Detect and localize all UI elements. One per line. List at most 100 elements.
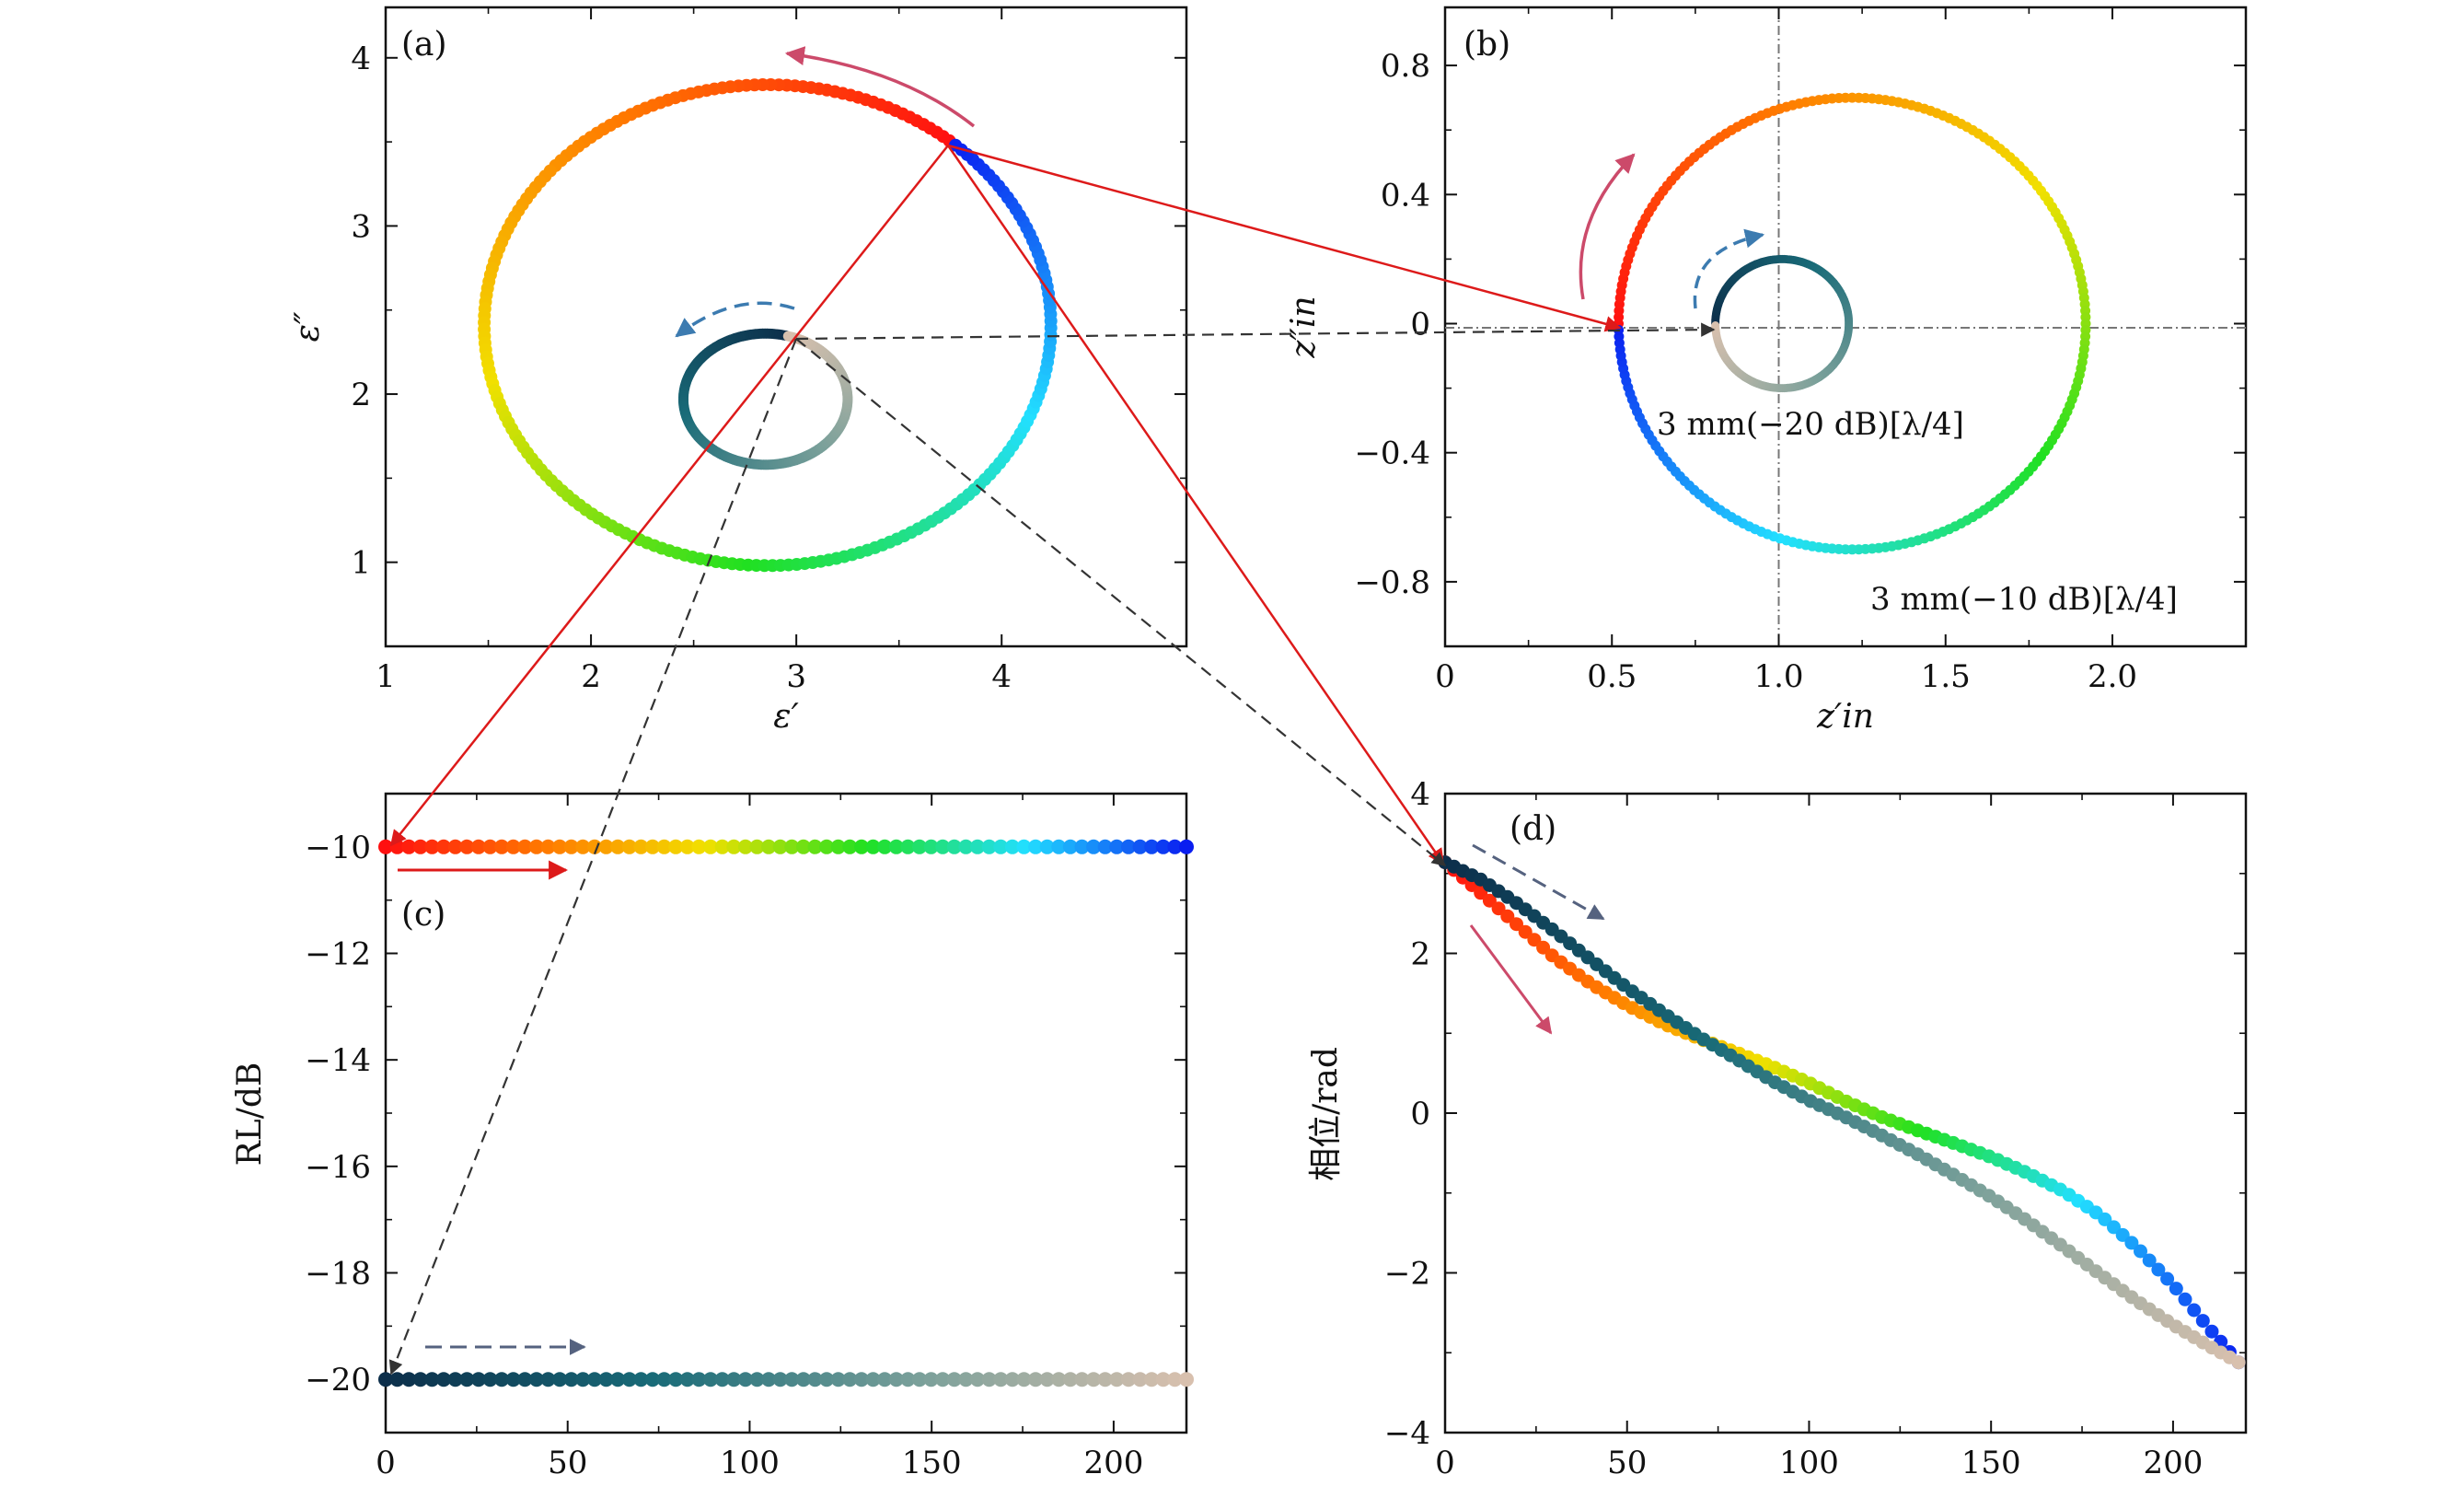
data-point [1167, 1372, 1183, 1387]
x-tick-label: 150 [902, 1445, 962, 1481]
panel-b-xlabel: z′in [1816, 698, 1874, 736]
data-point [598, 1372, 614, 1387]
x-tick-label: 0 [1435, 1445, 1455, 1481]
guide-dash-a-to-c [388, 338, 798, 1376]
data-point [2124, 1236, 2139, 1250]
data-point [1016, 1372, 1032, 1387]
guide-dash-a-to-b [795, 322, 1716, 341]
data-point [714, 1372, 730, 1387]
panel-d-ticks: 0 50 100 150 200 4 2 0 −2 −4 [1384, 776, 2246, 1481]
data-point [923, 839, 939, 854]
data-point [563, 1372, 579, 1387]
data-point [1062, 1372, 1078, 1387]
data-point [2107, 1220, 2121, 1235]
data-point [784, 1372, 800, 1387]
data-point [610, 1372, 626, 1387]
y-tick-label: 2 [351, 377, 371, 413]
panel-b-annotation-inner: 3 mm(−20 dB)[λ/4] [1657, 406, 1964, 443]
x-tick-label: 2 [581, 658, 601, 695]
data-point [970, 1372, 985, 1387]
data-point [389, 1372, 405, 1387]
y-tick-label: −4 [1384, 1415, 1430, 1452]
panel-a-outer-ellipse [478, 78, 1058, 573]
data-point [1004, 1372, 1020, 1387]
data-point [482, 839, 498, 854]
data-point [2204, 1324, 2219, 1339]
data-point [946, 839, 962, 854]
data-point [819, 839, 835, 854]
data-point [494, 1372, 510, 1387]
data-point [946, 1372, 962, 1387]
data-point [842, 1372, 858, 1387]
data-point [656, 1372, 672, 1387]
data-point [1016, 839, 1032, 854]
guide-red-a-to-b [947, 144, 1622, 332]
data-point [935, 1372, 951, 1387]
panel-a-blue-direction-arrow [675, 301, 795, 338]
panel-d-slate-direction-arrow [1472, 843, 1605, 921]
y-tick-label: 0 [1410, 306, 1430, 342]
panel-d-ylabel: 相位/rad [1307, 1047, 1345, 1181]
y-tick-label: 0 [1410, 1096, 1430, 1132]
data-point [1051, 839, 1067, 854]
data-point [1086, 839, 1102, 854]
panel-b-label: (b) [1463, 26, 1510, 64]
data-point [854, 839, 869, 854]
y-tick-label: 0.4 [1381, 177, 1430, 214]
x-tick-label: 1 [376, 658, 396, 695]
data-point [854, 1372, 869, 1387]
data-point [726, 1372, 742, 1387]
data-point [679, 839, 695, 854]
x-tick-label: 150 [1961, 1445, 2021, 1481]
data-point [517, 839, 533, 854]
y-tick-label: −2 [1384, 1256, 1430, 1293]
data-point [2098, 1212, 2112, 1226]
data-point [540, 839, 556, 854]
data-point [459, 839, 475, 854]
panel-c-rl-10-series [378, 839, 1194, 854]
data-point [691, 1372, 707, 1387]
data-point [575, 1372, 591, 1387]
data-point [1500, 909, 1515, 923]
data-point [412, 839, 428, 854]
data-point [2178, 1292, 2192, 1306]
data-point [424, 839, 440, 854]
data-point [563, 839, 579, 854]
data-point [970, 839, 985, 854]
data-point [772, 1372, 788, 1387]
x-tick-label: 100 [1779, 1445, 1839, 1481]
y-tick-label: 4 [1410, 776, 1430, 813]
data-point [621, 839, 637, 854]
data-point [888, 1372, 904, 1387]
x-tick-label: 50 [1607, 1445, 1647, 1481]
data-point [865, 839, 881, 854]
data-point [795, 839, 811, 854]
data-point [761, 839, 777, 854]
data-point [842, 839, 858, 854]
panel-c-ticks: 0 50 100 150 200 −10 −12 −14 −16 −18 −20 [305, 794, 1186, 1481]
data-point [1527, 933, 1542, 947]
x-tick-label: 2.0 [2088, 658, 2137, 695]
data-point [714, 839, 730, 854]
data-point [633, 839, 649, 854]
panel-a-red-direction-arrow [784, 46, 976, 128]
data-point [2160, 1271, 2175, 1286]
data-point [737, 1372, 753, 1387]
data-point [621, 1372, 637, 1387]
data-point [784, 839, 800, 854]
panel-a: 1 2 3 4 1 2 3 4 (a) ε′ ε″ [289, 6, 1188, 736]
x-tick-label: 1.5 [1921, 658, 1971, 695]
data-point [1179, 839, 1194, 854]
data-point [1482, 893, 1497, 908]
data-point [935, 839, 951, 854]
data-point [865, 1372, 881, 1387]
data-point [610, 839, 626, 854]
y-tick-label: −10 [305, 830, 371, 866]
data-point [1039, 1372, 1055, 1387]
data-point [494, 839, 510, 854]
x-tick-label: 0 [1435, 658, 1455, 695]
data-point [830, 839, 846, 854]
y-tick-label: 2 [1410, 936, 1430, 973]
data-point [900, 839, 916, 854]
